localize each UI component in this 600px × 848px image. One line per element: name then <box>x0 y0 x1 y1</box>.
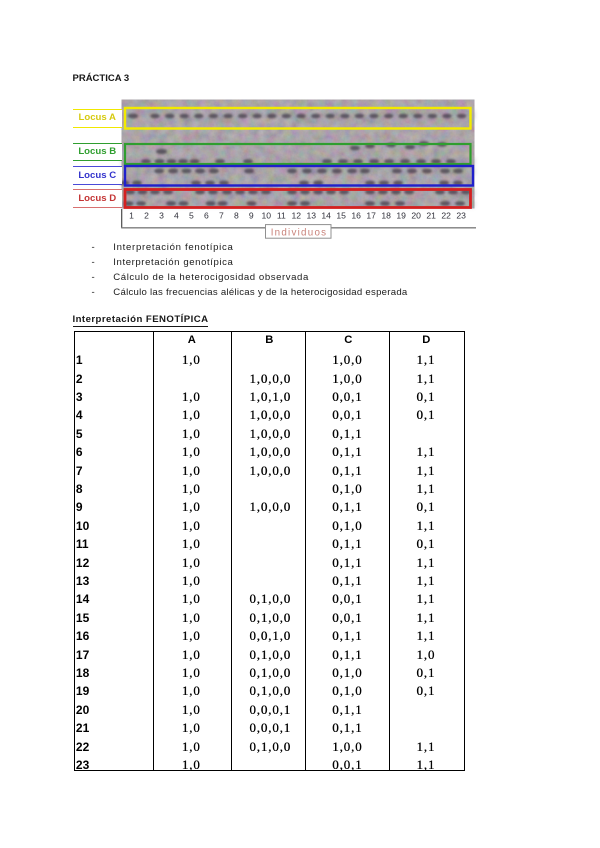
svg-text:6: 6 <box>204 211 209 221</box>
svg-text:5: 5 <box>189 211 194 221</box>
svg-text:20: 20 <box>411 211 421 221</box>
svg-text:18: 18 <box>381 211 391 221</box>
svg-text:11: 11 <box>277 211 286 221</box>
svg-text:16: 16 <box>351 211 361 221</box>
svg-text:3: 3 <box>159 211 164 221</box>
svg-text:1: 1 <box>129 211 134 221</box>
svg-text:13: 13 <box>307 211 317 221</box>
svg-text:8: 8 <box>234 211 239 221</box>
svg-text:19: 19 <box>396 211 406 221</box>
svg-text:21: 21 <box>426 211 436 221</box>
svg-text:15: 15 <box>336 211 346 221</box>
svg-text:17: 17 <box>366 211 376 221</box>
svg-text:12: 12 <box>292 211 302 221</box>
svg-text:22: 22 <box>441 211 451 221</box>
svg-text:4: 4 <box>174 211 179 221</box>
svg-text:2: 2 <box>144 211 149 221</box>
svg-text:Individuos: Individuos <box>271 227 328 238</box>
svg-text:14: 14 <box>321 211 331 221</box>
svg-text:10: 10 <box>262 211 272 221</box>
svg-text:7: 7 <box>219 211 224 221</box>
svg-text:23: 23 <box>456 211 466 221</box>
svg-text:9: 9 <box>249 211 254 221</box>
